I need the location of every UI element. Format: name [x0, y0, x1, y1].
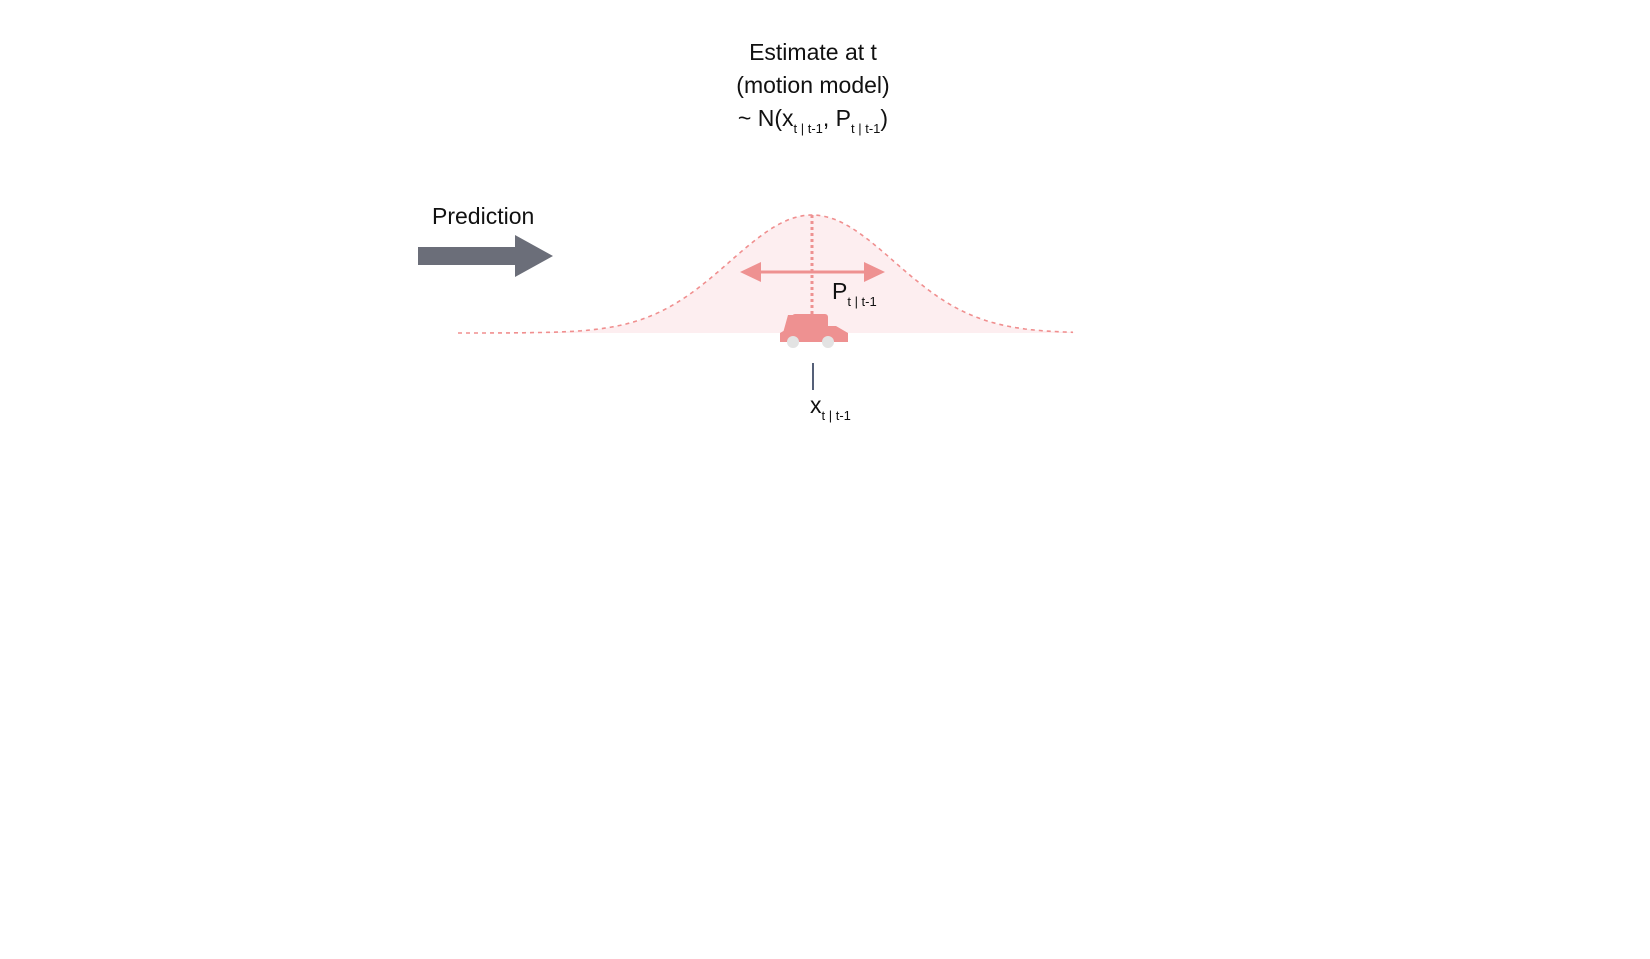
gaussian-curve	[458, 214, 1074, 334]
dist-prefix: ~ N(x	[737, 105, 794, 131]
estimate-subtitle: (motion model)	[736, 72, 890, 98]
estimate-distribution: ~ N(xt | t-1, Pt | t-1)	[713, 102, 913, 145]
covariance-symbol: P	[832, 278, 848, 304]
dist-suffix: )	[880, 105, 889, 131]
covariance-label: Pt | t-1	[832, 278, 877, 309]
mean-label: xt | t-1	[810, 392, 851, 423]
mean-symbol: x	[810, 392, 822, 418]
prediction-label: Prediction	[432, 203, 535, 229]
car-icon	[780, 314, 848, 348]
covariance-subscript: t | t-1	[847, 294, 877, 309]
right-arrow-icon	[418, 235, 553, 277]
mean-subscript: t | t-1	[821, 408, 851, 423]
gaussian-fill	[458, 215, 1075, 333]
estimate-title: Estimate at t	[749, 39, 877, 65]
dist-mid: , P	[822, 105, 852, 131]
dist-sub-cov: t | t-1	[851, 121, 881, 136]
dist-sub-mean: t | t-1	[793, 121, 823, 136]
covariance-double-arrow	[740, 262, 885, 282]
estimate-caption: Estimate at t (motion model) ~ N(xt | t-…	[713, 36, 913, 145]
